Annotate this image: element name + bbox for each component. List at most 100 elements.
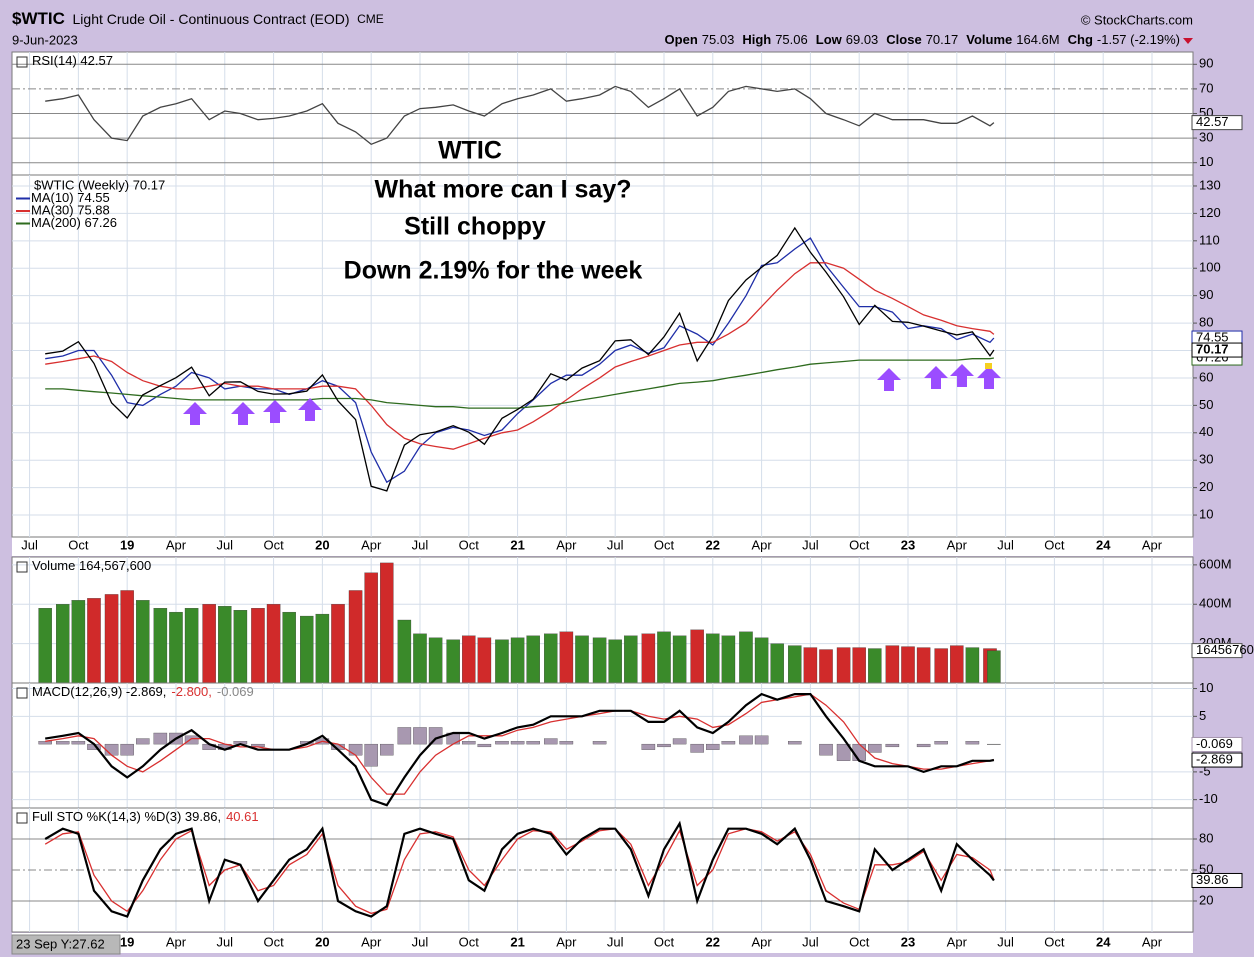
bar xyxy=(120,743,134,756)
x-tick-label: Oct xyxy=(459,537,480,552)
bar xyxy=(477,743,492,748)
x-tick-label: Apr xyxy=(1142,537,1163,552)
annotations: WTIC What more can I say? Still choppy D… xyxy=(344,137,643,285)
bar xyxy=(641,743,656,750)
value-box-label: 70.17 xyxy=(1196,341,1229,356)
y-tick-label: -5 xyxy=(1199,763,1211,778)
x-tick-label: Apr xyxy=(1142,934,1163,949)
bar xyxy=(754,637,769,684)
x-tick-label: Apr xyxy=(751,537,772,552)
bar xyxy=(965,741,980,745)
bar xyxy=(510,741,525,745)
bar xyxy=(364,572,378,684)
x-tick-label: Apr xyxy=(556,934,577,949)
bar xyxy=(852,647,866,684)
quote-value: 69.03 xyxy=(846,32,879,47)
bar xyxy=(526,741,540,745)
marker xyxy=(985,363,992,369)
series-line xyxy=(45,85,995,146)
x-tick-label: Jul xyxy=(607,934,624,949)
series-line xyxy=(45,693,995,795)
y-tick-label: 120 xyxy=(1199,205,1221,220)
bar xyxy=(428,727,443,745)
bar xyxy=(788,741,802,745)
bar xyxy=(251,608,265,684)
y-tick-label: 30 xyxy=(1199,452,1213,467)
series-line xyxy=(45,357,995,409)
x-tick-label: 19 xyxy=(120,537,134,552)
x-tick-label: Jul xyxy=(412,934,429,949)
x-tick-label: Oct xyxy=(1044,537,1065,552)
bar xyxy=(885,743,900,748)
bar xyxy=(266,604,281,684)
bar xyxy=(184,608,199,684)
bar xyxy=(706,633,720,684)
x-axis-band xyxy=(12,536,1193,556)
value-box-label: 164567600 xyxy=(1196,642,1254,657)
bar xyxy=(690,629,704,684)
value-box xyxy=(1191,752,1243,768)
x-tick-label: Oct xyxy=(1044,934,1065,949)
arrow xyxy=(298,398,322,421)
x-tick-label: Oct xyxy=(263,934,284,949)
title: $WTIC Light Crude Oil - Continuous Contr… xyxy=(12,9,384,28)
arrow xyxy=(183,402,207,425)
legend: Volume 164,567,600 xyxy=(32,558,151,573)
bar xyxy=(934,741,948,745)
panel: 80 50 20 39.86 Full STO %K(14,3) %D(3) 39.86… xyxy=(11,807,1243,933)
legend-entry: MA(200) 67.26 xyxy=(31,215,117,230)
plot-area xyxy=(11,682,1194,809)
y-tick-label: 90 xyxy=(1199,287,1213,302)
bar xyxy=(721,741,736,745)
x-tick-label: Jul xyxy=(802,934,819,949)
bar xyxy=(153,732,168,745)
bar xyxy=(184,735,199,745)
annotation: What more can I say? xyxy=(374,176,631,204)
annotation: Down 2.19% for the week xyxy=(344,257,643,285)
x-tick-label: 24 xyxy=(1096,537,1111,552)
bar xyxy=(544,738,558,745)
bar xyxy=(364,743,378,767)
bar xyxy=(739,631,753,684)
value-box xyxy=(1191,115,1243,131)
bar xyxy=(413,727,427,745)
bar xyxy=(916,743,931,748)
bar xyxy=(657,631,671,684)
x-tick-label: Oct xyxy=(459,934,480,949)
x-tick-label: Jul xyxy=(21,537,38,552)
source: © StockCharts.com xyxy=(1081,12,1193,27)
x-tick-label: Oct xyxy=(654,934,675,949)
y-tick-label: 110 xyxy=(1199,232,1220,247)
bar xyxy=(510,637,525,684)
quote-label: Low xyxy=(816,32,843,47)
series-line xyxy=(45,692,995,807)
bar xyxy=(380,743,394,756)
bar xyxy=(136,738,150,745)
y-tick-label: 10 xyxy=(1199,154,1213,169)
x-tick-label: 19 xyxy=(120,934,134,949)
legend-icon xyxy=(16,812,28,824)
x-tick-label: Apr xyxy=(947,537,968,552)
arrow xyxy=(877,368,901,391)
arrow xyxy=(231,402,255,425)
quote-label: Chg xyxy=(1068,32,1093,47)
bar xyxy=(136,600,150,684)
bar xyxy=(690,743,704,753)
y-tick-label: 5 xyxy=(1199,708,1206,723)
bar xyxy=(331,604,345,684)
x-tick-label: 20 xyxy=(315,537,329,552)
value-box-label: 42.57 xyxy=(1196,114,1229,129)
series-line xyxy=(44,820,995,918)
bar xyxy=(380,562,394,684)
bar xyxy=(739,735,753,745)
cursor-readout: 23 Sep Y:27.62 xyxy=(16,936,105,951)
x-tick-label: Jul xyxy=(412,537,429,552)
bar xyxy=(71,600,86,684)
y-tick-label: 400M xyxy=(1199,596,1232,611)
bar xyxy=(885,645,900,684)
bar xyxy=(987,650,1001,684)
series-line xyxy=(45,226,995,492)
arrow xyxy=(924,366,948,389)
plots: Jul Oct 19 Apr Jul Oct 20 Apr Jul Oct 21 Apr Jul Oct 2… xyxy=(11,51,1254,953)
quote-value: 75.03 xyxy=(702,32,735,47)
